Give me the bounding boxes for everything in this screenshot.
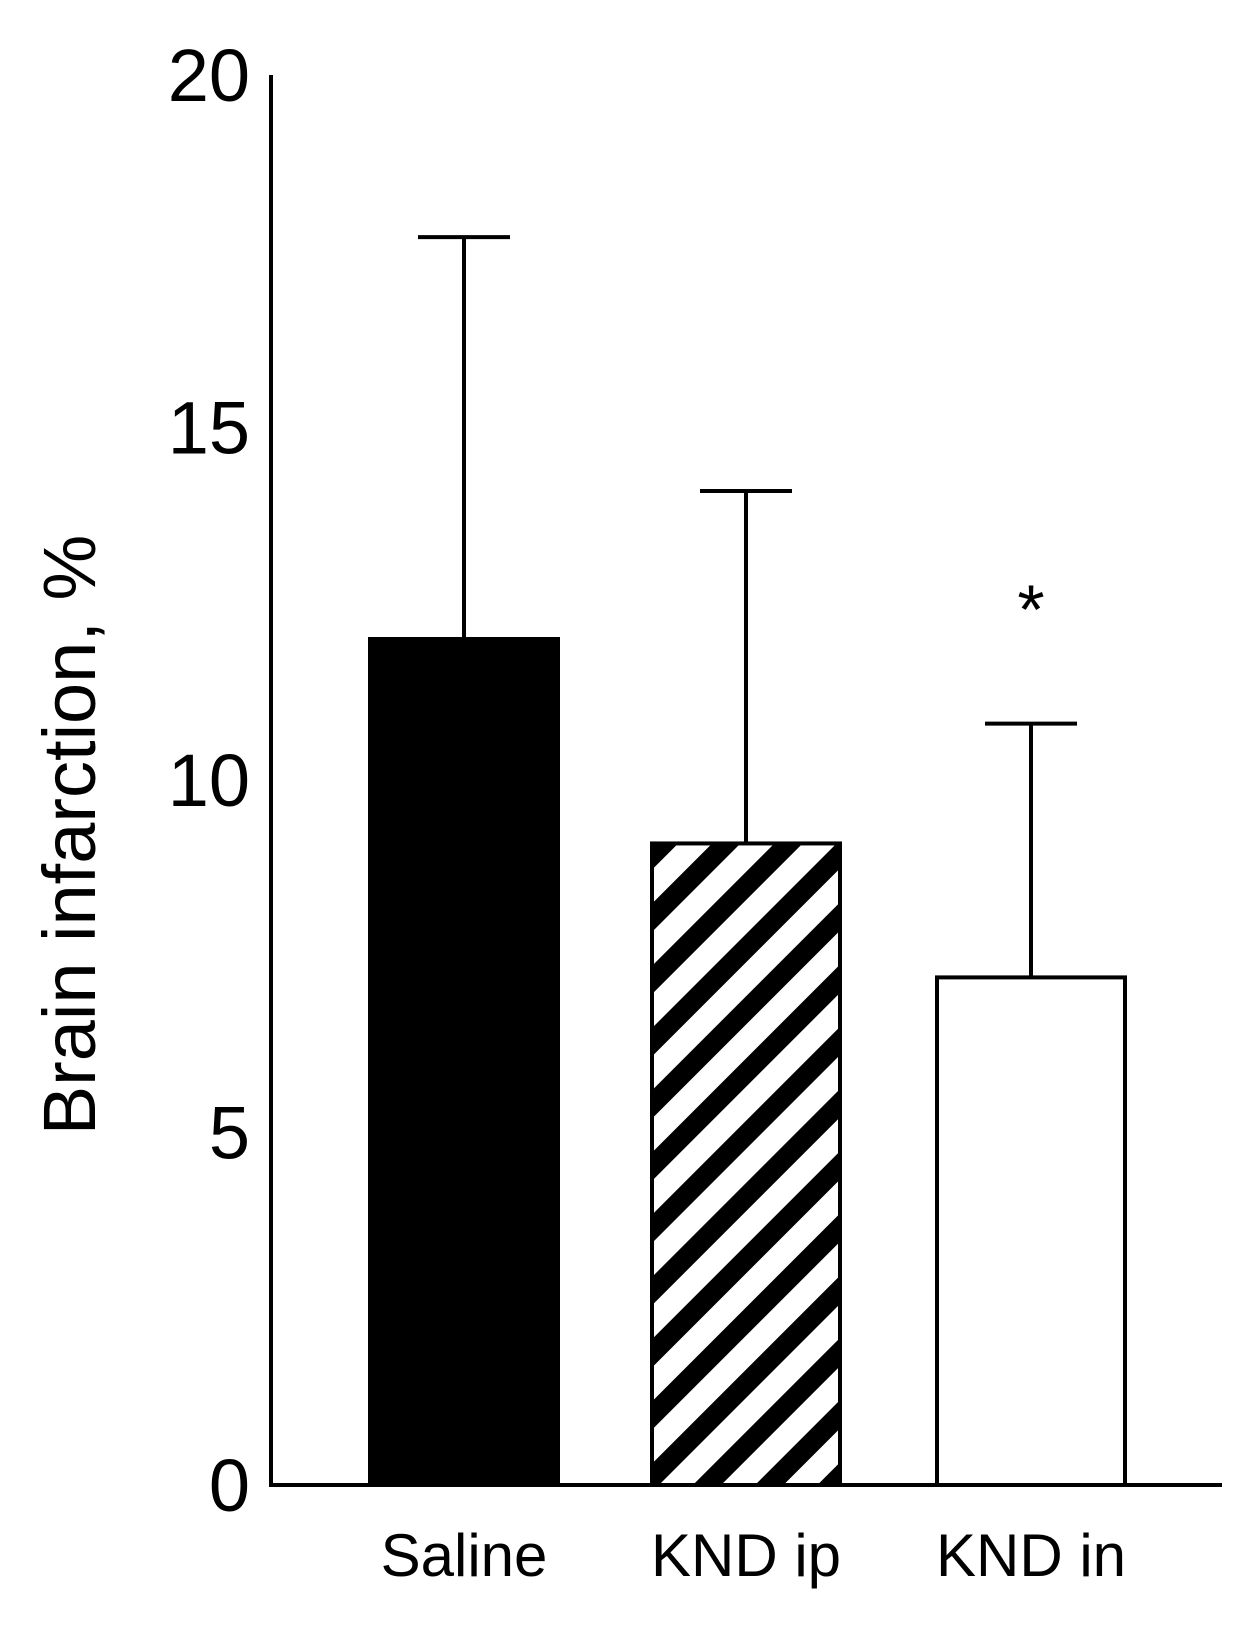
y-axis-label: Brain infarction, % xyxy=(28,535,111,1136)
y-tick-label: 0 xyxy=(209,1444,250,1527)
y-tick-label: 20 xyxy=(168,34,250,117)
error-bar-knd-in xyxy=(985,721,1077,978)
y-tick-label: 15 xyxy=(168,387,250,470)
bar-saline xyxy=(368,637,560,1487)
axes-layer xyxy=(269,75,1222,1487)
significance-asterisk: * xyxy=(1017,571,1044,649)
x-tick-label-knd-ip: KND ip xyxy=(651,1522,841,1589)
x-tick-label-knd-in: KND in xyxy=(936,1522,1126,1589)
y-tick-label: 5 xyxy=(209,1092,250,1175)
error-bar-saline xyxy=(418,235,510,639)
y-tick-label: 10 xyxy=(168,739,250,822)
error-bar-knd-ip xyxy=(700,488,792,844)
bar-knd-in xyxy=(935,975,1127,1488)
bar-knd-ip xyxy=(650,841,842,1487)
error-bars-layer xyxy=(418,235,1077,978)
x-category-labels: Saline KND ip KND in xyxy=(381,1522,1126,1589)
y-tick-labels: 0 5 10 15 20 xyxy=(168,34,250,1527)
annotations-layer: * xyxy=(1017,571,1044,649)
x-tick-label-saline: Saline xyxy=(381,1522,548,1589)
